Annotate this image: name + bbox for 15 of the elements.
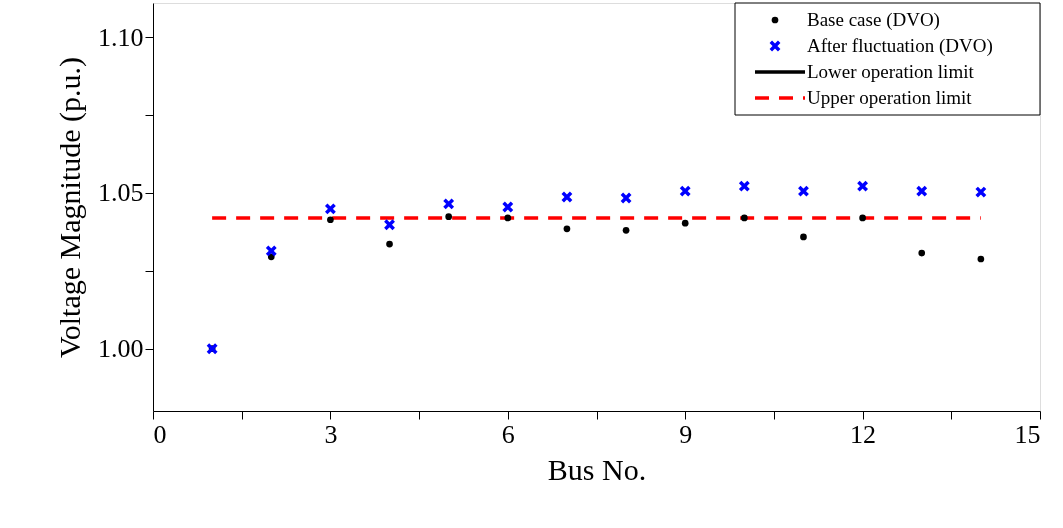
x-axis-title: Bus No.: [547, 452, 647, 486]
y-tick-label: 1.00: [98, 334, 144, 364]
legend-label: Lower operation limit: [807, 61, 975, 82]
x-tick-label: 3: [324, 419, 338, 449]
x-tick-label: 12: [850, 419, 877, 449]
x-tick-label: 15: [1014, 419, 1041, 449]
x-tick-label: 0: [153, 419, 167, 449]
y-tick-label: 1.10: [98, 22, 144, 52]
x-tick-label: 6: [501, 419, 515, 449]
y-tick-label: 1.05: [98, 178, 144, 208]
y-axis-title: Voltage Magnitude (p.u.): [53, 56, 87, 359]
legend-label: After fluctuation (DVO): [807, 35, 993, 57]
x-tick-label: 9: [679, 419, 693, 449]
legend-label: Upper operation limit: [807, 87, 973, 108]
legend-label: Base case (DVO): [807, 9, 940, 31]
